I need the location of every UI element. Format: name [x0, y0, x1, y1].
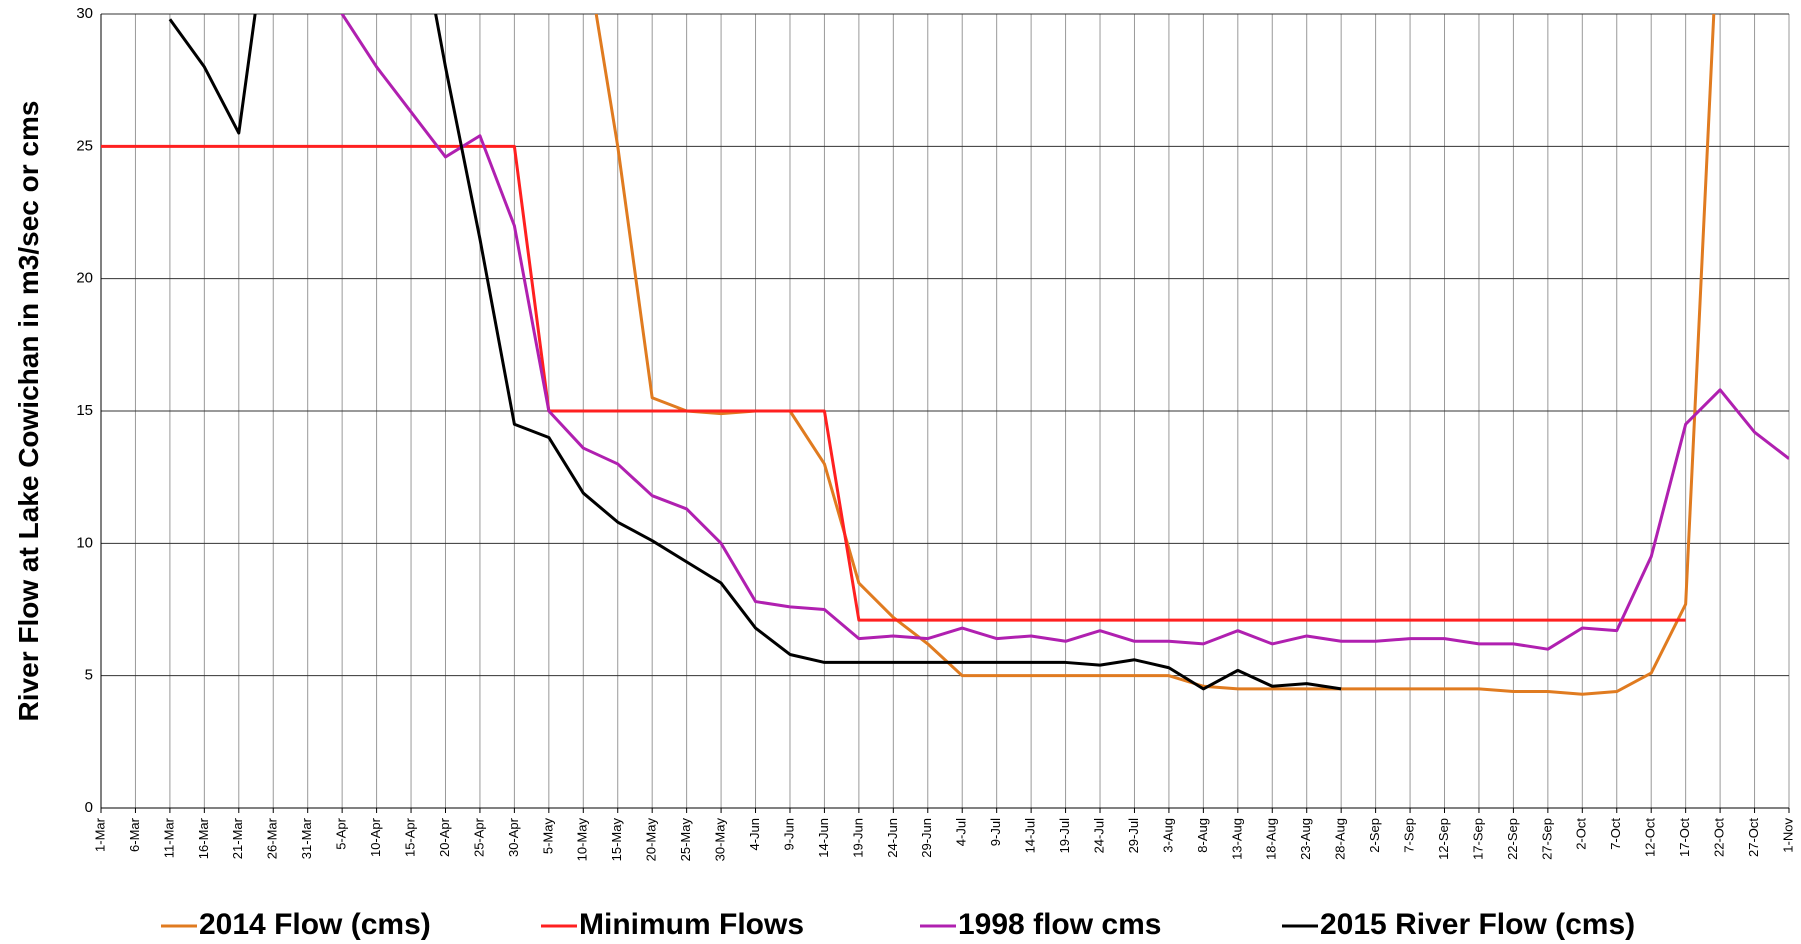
x-tick-label: 2-Oct	[1574, 818, 1589, 850]
x-tick-label: 12-Oct	[1643, 818, 1658, 857]
x-tick-label: 5-Apr	[334, 817, 349, 849]
x-tick-label: 10-Apr	[368, 817, 383, 857]
x-tick-label: 16-Mar	[196, 817, 211, 859]
legend-label: Minimum Flows	[579, 908, 804, 941]
series-line	[168, 14, 1342, 691]
x-tick-label: 1-Nov	[1780, 818, 1795, 853]
x-tick-label: 30-Apr	[506, 817, 521, 857]
x-tick-label: 13-Aug	[1229, 818, 1244, 860]
y-tick-label: 20	[76, 270, 93, 287]
x-tick-label: 22-Sep	[1505, 818, 1520, 860]
x-tick-label: 1-Mar	[92, 817, 107, 852]
x-tick-label: 17-Sep	[1470, 818, 1485, 860]
y-tick-label: 15	[76, 402, 93, 419]
x-tick-label: 31-Mar	[299, 817, 314, 859]
legend-label: 2015 River Flow (cms)	[1320, 908, 1635, 941]
plot	[101, 14, 1789, 696]
x-tick-label: 22-Oct	[1712, 818, 1727, 857]
x-tick-label: 26-Mar	[265, 817, 280, 859]
series-line	[594, 14, 1716, 696]
x-tick-label: 29-Jun	[919, 818, 934, 858]
x-tick-label: 25-Apr	[471, 817, 486, 857]
x-tick-label: 7-Oct	[1608, 818, 1623, 850]
x-tick-label: 12-Sep	[1436, 818, 1451, 860]
y-tick-label: 5	[85, 667, 93, 684]
series-line	[101, 144, 1686, 622]
x-tick-label: 2-Sep	[1367, 818, 1382, 853]
x-tick-label: 6-Mar	[127, 817, 142, 852]
x-tick-label: 7-Sep	[1401, 818, 1416, 853]
y-tick-label: 30	[76, 5, 93, 22]
x-tick-label: 15-Apr	[402, 817, 417, 857]
x-tick-label: 27-Oct	[1746, 818, 1761, 857]
y-tick-label: 25	[76, 137, 93, 154]
x-tick-label: 18-Aug	[1264, 818, 1279, 860]
x-tick-label: 25-May	[678, 818, 693, 862]
x-tick-label: 19-Jun	[850, 818, 865, 858]
x-tick-label: 10-May	[575, 818, 590, 862]
y-tick-label: 10	[76, 534, 93, 551]
x-tick-label: 9-Jun	[781, 818, 796, 851]
x-tick-label: 20-May	[644, 818, 659, 862]
x-tick-label: 19-Jul	[1057, 818, 1072, 854]
x-tick-label: 14-Jul	[1023, 818, 1038, 854]
legend-label: 1998 flow cms	[958, 908, 1161, 941]
x-tick-label: 27-Sep	[1539, 818, 1554, 860]
x-tick-label: 5-May	[540, 818, 555, 855]
x-tick-label: 11-Mar	[161, 817, 176, 858]
x-tick-label: 4-Jul	[954, 818, 969, 846]
x-tick-label: 20-Apr	[437, 817, 452, 857]
y-tick-label: 0	[85, 799, 93, 816]
x-tick-label: 29-Jul	[1126, 818, 1141, 854]
x-tick-label: 9-Jul	[988, 818, 1003, 846]
x-tick-label: 21-Mar	[230, 817, 245, 859]
x-tick-label: 4-Jun	[747, 818, 762, 851]
x-tick-label: 24-Jul	[1091, 818, 1106, 854]
x-tick-label: 15-May	[609, 818, 624, 862]
series-line	[340, 14, 1789, 651]
x-tick-label: 23-Aug	[1298, 818, 1313, 860]
x-tick-label: 24-Jun	[885, 818, 900, 858]
x-tick-label: 14-Jun	[816, 818, 831, 858]
x-tick-label: 3-Aug	[1160, 818, 1175, 853]
legend-label: 2014 Flow (cms)	[199, 908, 431, 941]
x-tick-label: 8-Aug	[1195, 818, 1210, 853]
x-tick-label: 30-May	[713, 818, 728, 862]
y-axis-label: River Flow at Lake Cowichan in m3/sec or…	[13, 101, 44, 722]
x-tick-label: 17-Oct	[1677, 818, 1692, 857]
x-tick-label: 28-Aug	[1333, 818, 1348, 860]
